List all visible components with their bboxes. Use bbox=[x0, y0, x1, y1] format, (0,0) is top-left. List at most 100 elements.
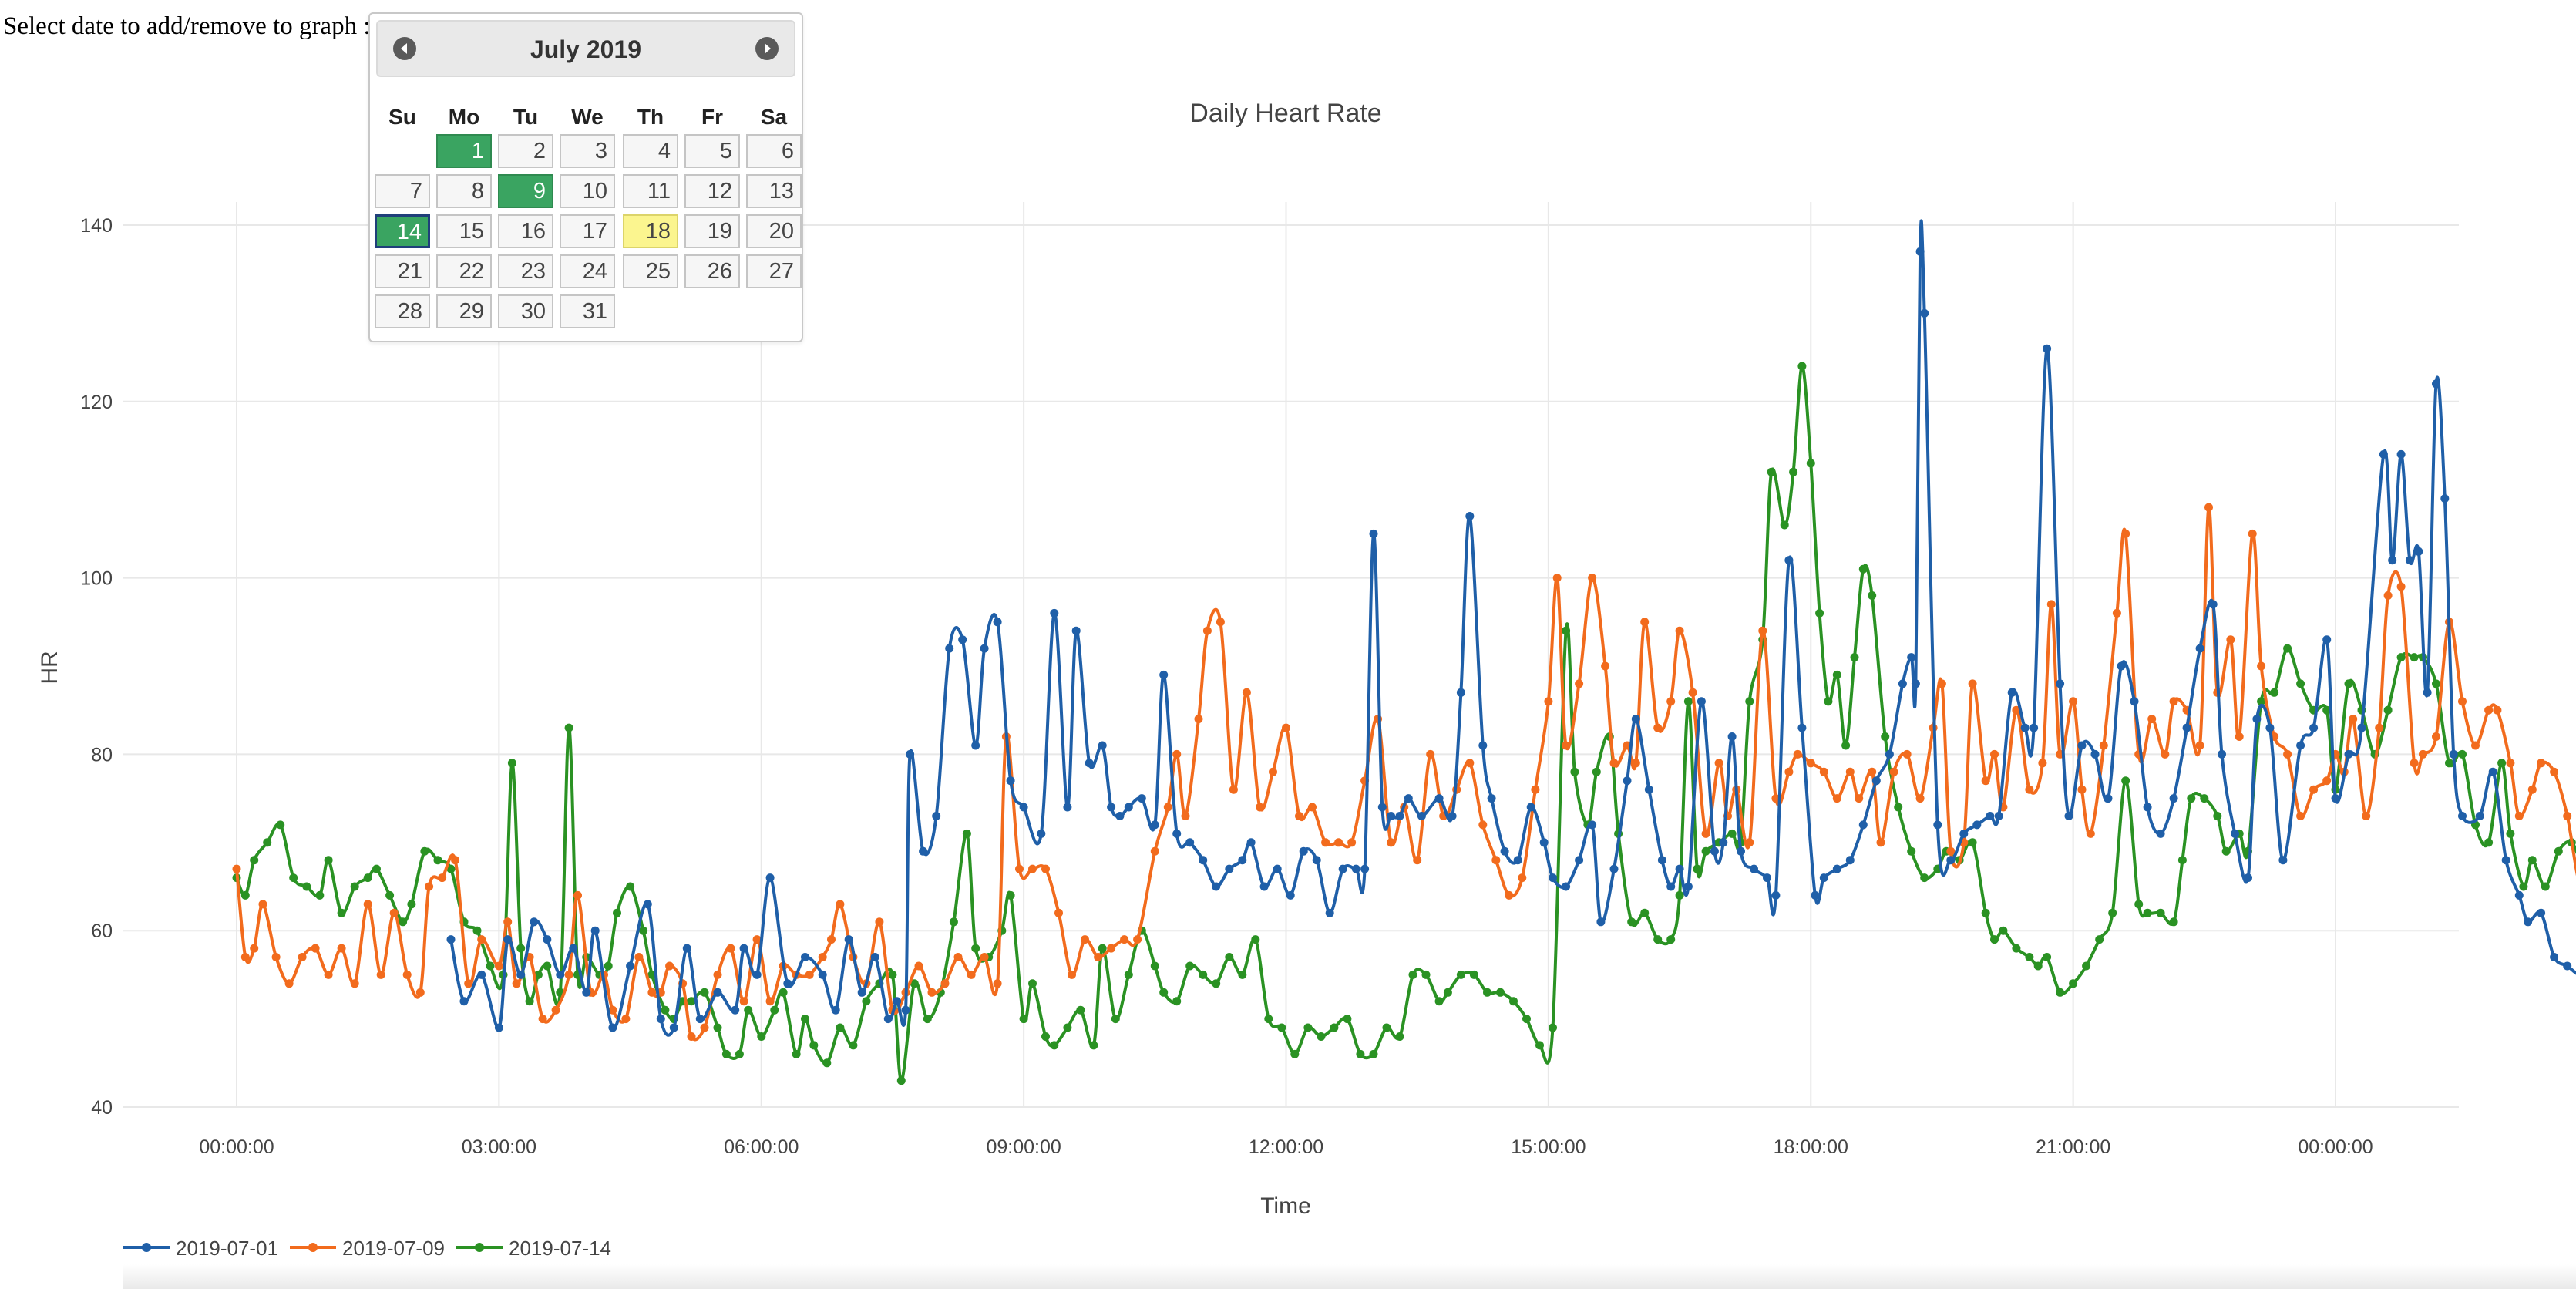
data-point bbox=[1478, 741, 1488, 750]
data-point bbox=[2527, 856, 2537, 865]
legend-item[interactable]: 2019-07-01 bbox=[123, 1237, 278, 1260]
data-point bbox=[1653, 935, 1663, 944]
data-point bbox=[779, 988, 788, 997]
data-point bbox=[687, 997, 696, 1006]
calendar-day-14[interactable]: 14 bbox=[375, 214, 430, 248]
data-point bbox=[503, 935, 513, 944]
legend-marker bbox=[475, 1243, 484, 1252]
calendar-day-16[interactable]: 16 bbox=[498, 214, 553, 248]
data-point bbox=[726, 944, 735, 953]
data-point bbox=[2213, 812, 2222, 820]
calendar-day-31[interactable]: 31 bbox=[560, 294, 615, 328]
data-point bbox=[1246, 838, 1256, 847]
calendar-day-13[interactable]: 13 bbox=[746, 174, 802, 208]
data-point bbox=[258, 900, 267, 909]
calendar-day-18[interactable]: 18 bbox=[623, 214, 678, 248]
data-point bbox=[516, 944, 526, 953]
data-point bbox=[1657, 856, 1666, 865]
calendar-day-24[interactable]: 24 bbox=[560, 254, 615, 288]
data-point bbox=[2043, 344, 2052, 353]
calendar-day-3[interactable]: 3 bbox=[560, 134, 615, 168]
data-point bbox=[700, 988, 709, 997]
data-point bbox=[1404, 794, 1413, 803]
weekday-label: We bbox=[571, 105, 604, 129]
y-tick-label: 120 bbox=[80, 392, 113, 413]
data-point bbox=[1845, 767, 1855, 776]
data-point bbox=[451, 856, 460, 865]
chart-title: Daily Heart Rate bbox=[1189, 99, 1381, 128]
data-point bbox=[1299, 846, 1308, 856]
calendar-day-10[interactable]: 10 bbox=[560, 174, 615, 208]
data-point bbox=[2432, 679, 2440, 688]
data-point bbox=[1915, 794, 1925, 803]
data-point bbox=[1202, 626, 1212, 635]
data-point bbox=[512, 979, 521, 988]
data-point bbox=[1159, 988, 1169, 997]
calendar-day-9[interactable]: 9 bbox=[498, 174, 553, 208]
x-tick-label: 09:00:00 bbox=[986, 1136, 1061, 1158]
data-point bbox=[2030, 723, 2039, 732]
data-point bbox=[1868, 767, 1877, 776]
data-point bbox=[893, 997, 902, 1006]
data-point bbox=[1588, 574, 1597, 583]
calendar-day-15[interactable]: 15 bbox=[436, 214, 492, 248]
calendar-day-21[interactable]: 21 bbox=[375, 254, 430, 288]
data-point bbox=[2200, 794, 2209, 803]
data-point bbox=[459, 997, 469, 1006]
data-point bbox=[1688, 688, 1697, 697]
data-point bbox=[1377, 803, 1387, 812]
data-point bbox=[507, 759, 516, 768]
data-point bbox=[2134, 900, 2144, 909]
data-point bbox=[530, 917, 539, 927]
calendar-day-29[interactable]: 29 bbox=[436, 294, 492, 328]
calendar-day-30[interactable]: 30 bbox=[498, 294, 553, 328]
data-point bbox=[1308, 803, 1317, 812]
calendar-day-22[interactable]: 22 bbox=[436, 254, 492, 288]
data-point bbox=[1343, 1015, 1352, 1024]
data-point bbox=[1727, 732, 1737, 741]
data-point bbox=[1959, 829, 1969, 838]
data-point bbox=[731, 1005, 740, 1015]
data-point bbox=[1981, 776, 1990, 786]
data-point bbox=[765, 997, 775, 1006]
calendar-day-8[interactable]: 8 bbox=[436, 174, 492, 208]
data-point bbox=[538, 1015, 547, 1024]
calendar-day-25[interactable]: 25 bbox=[623, 254, 678, 288]
calendar-day-2[interactable]: 2 bbox=[498, 134, 553, 168]
data-point bbox=[2077, 785, 2087, 794]
calendar-day-19[interactable]: 19 bbox=[684, 214, 740, 248]
legend-item[interactable]: 2019-07-14 bbox=[456, 1237, 611, 1260]
calendar-day-7[interactable]: 7 bbox=[375, 174, 430, 208]
data-point bbox=[1771, 890, 1781, 900]
calendar-day-27[interactable]: 27 bbox=[746, 254, 802, 288]
data-point bbox=[1832, 864, 1841, 873]
data-point bbox=[888, 970, 897, 979]
legend-item[interactable]: 2019-07-09 bbox=[290, 1237, 445, 1260]
calendar-day-17[interactable]: 17 bbox=[560, 214, 615, 248]
calendar-day-12[interactable]: 12 bbox=[684, 174, 740, 208]
data-point bbox=[1115, 812, 1125, 820]
prev-month-button[interactable] bbox=[393, 37, 416, 60]
calendar-day-28[interactable]: 28 bbox=[375, 294, 430, 328]
calendar-day-26[interactable]: 26 bbox=[684, 254, 740, 288]
data-point bbox=[1640, 618, 1650, 627]
date-picker: July 2019 Su Mo Tu We Th Fr Sa 1 2 3 4 5 6 7 8 9 10 11 12… bbox=[368, 12, 803, 342]
data-point bbox=[721, 1049, 731, 1058]
data-point bbox=[556, 970, 565, 979]
calendar-day-4[interactable]: 4 bbox=[623, 134, 678, 168]
calendar-day-5[interactable]: 5 bbox=[684, 134, 740, 168]
calendar-day-20[interactable]: 20 bbox=[746, 214, 802, 248]
data-point bbox=[1868, 591, 1877, 600]
calendar-day-23[interactable]: 23 bbox=[498, 254, 553, 288]
data-point bbox=[284, 979, 294, 988]
calendar-day-1[interactable]: 1 bbox=[436, 134, 492, 168]
calendar-day-11[interactable]: 11 bbox=[623, 174, 678, 208]
calendar-day-6[interactable]: 6 bbox=[746, 134, 802, 168]
data-point bbox=[1068, 970, 1076, 979]
data-point bbox=[1981, 908, 1990, 917]
next-month-button[interactable] bbox=[755, 37, 779, 60]
data-point bbox=[1071, 626, 1081, 635]
data-point bbox=[1990, 935, 1999, 944]
weekday-label: Fr bbox=[701, 105, 723, 129]
data-point bbox=[1251, 935, 1260, 944]
